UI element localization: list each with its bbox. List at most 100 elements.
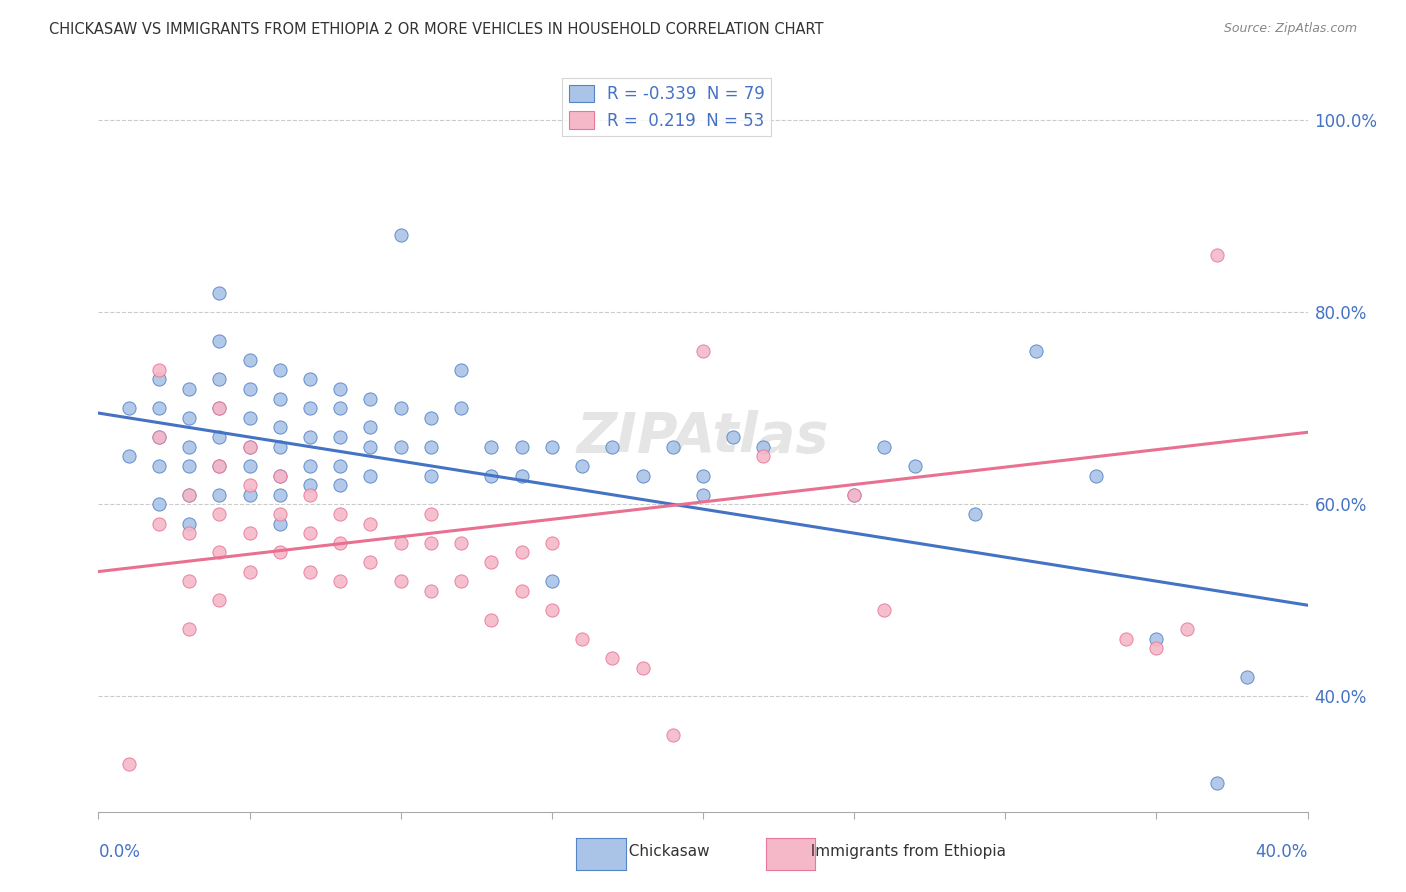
Point xyxy=(148,516,170,531)
Point xyxy=(299,458,322,473)
Point xyxy=(148,458,170,473)
Text: Source: ZipAtlas.com: Source: ZipAtlas.com xyxy=(1223,22,1357,36)
Text: ZIPAtlas: ZIPAtlas xyxy=(576,410,830,464)
Point xyxy=(269,468,291,483)
Point xyxy=(269,420,291,434)
Point xyxy=(329,382,352,396)
Point xyxy=(208,458,231,473)
Point xyxy=(269,545,291,559)
Point xyxy=(148,430,170,444)
Point xyxy=(873,603,896,617)
Point xyxy=(360,420,382,434)
Point xyxy=(360,392,382,406)
Point xyxy=(148,363,170,377)
Point xyxy=(752,450,775,464)
Point xyxy=(179,410,201,425)
Point xyxy=(299,526,322,541)
Point xyxy=(239,440,262,454)
Point xyxy=(510,440,533,454)
Point xyxy=(631,660,654,674)
Point xyxy=(389,440,412,454)
Point xyxy=(723,430,745,444)
Point xyxy=(179,622,201,636)
Point xyxy=(420,535,443,549)
Point xyxy=(1115,632,1137,646)
Point xyxy=(118,756,141,771)
Point xyxy=(269,488,291,502)
Point xyxy=(299,401,322,416)
Point xyxy=(329,430,352,444)
Point xyxy=(269,392,291,406)
Point xyxy=(208,285,231,300)
Point xyxy=(239,565,262,579)
Point xyxy=(450,401,472,416)
Point xyxy=(208,507,231,521)
Point xyxy=(179,526,201,541)
Point xyxy=(269,507,291,521)
Point xyxy=(1206,247,1229,261)
Point xyxy=(1206,776,1229,790)
Point xyxy=(179,440,201,454)
Point xyxy=(481,555,503,569)
Point xyxy=(208,401,231,416)
Point xyxy=(179,488,201,502)
Point xyxy=(239,488,262,502)
Point xyxy=(148,430,170,444)
Point xyxy=(510,468,533,483)
Point xyxy=(148,401,170,416)
Point xyxy=(602,651,624,665)
Point xyxy=(481,613,503,627)
Point xyxy=(299,478,322,492)
Point xyxy=(360,555,382,569)
Point xyxy=(1144,632,1167,646)
Text: 0.0%: 0.0% xyxy=(98,843,141,861)
Point xyxy=(329,401,352,416)
Point xyxy=(148,372,170,386)
Point xyxy=(360,516,382,531)
Point xyxy=(692,343,714,358)
Point xyxy=(239,382,262,396)
Point xyxy=(179,488,201,502)
Point xyxy=(692,468,714,483)
Point xyxy=(1236,670,1258,684)
Point xyxy=(540,603,562,617)
Point xyxy=(208,401,231,416)
Point xyxy=(389,228,412,243)
Point xyxy=(965,507,987,521)
Point xyxy=(208,593,231,607)
Point xyxy=(844,488,866,502)
Point xyxy=(360,468,382,483)
Point xyxy=(873,440,896,454)
Point xyxy=(450,574,472,589)
Point xyxy=(904,458,927,473)
Point xyxy=(329,478,352,492)
Point xyxy=(179,574,201,589)
Point xyxy=(179,516,201,531)
Point xyxy=(269,440,291,454)
Point xyxy=(329,574,352,589)
Point xyxy=(420,468,443,483)
Point xyxy=(481,468,503,483)
Point xyxy=(239,526,262,541)
Text: Chickasaw: Chickasaw xyxy=(619,845,709,859)
Point xyxy=(389,401,412,416)
Point xyxy=(481,440,503,454)
Point xyxy=(692,488,714,502)
Point xyxy=(299,488,322,502)
Point xyxy=(239,478,262,492)
Point xyxy=(269,516,291,531)
Point xyxy=(420,410,443,425)
Point xyxy=(148,497,170,511)
Point xyxy=(329,535,352,549)
Point xyxy=(631,468,654,483)
Point xyxy=(299,565,322,579)
Text: 40.0%: 40.0% xyxy=(1256,843,1308,861)
Point xyxy=(602,440,624,454)
Point xyxy=(208,372,231,386)
Point xyxy=(239,410,262,425)
Point xyxy=(450,363,472,377)
Point xyxy=(510,545,533,559)
Point xyxy=(752,440,775,454)
Point xyxy=(844,488,866,502)
Point xyxy=(389,535,412,549)
